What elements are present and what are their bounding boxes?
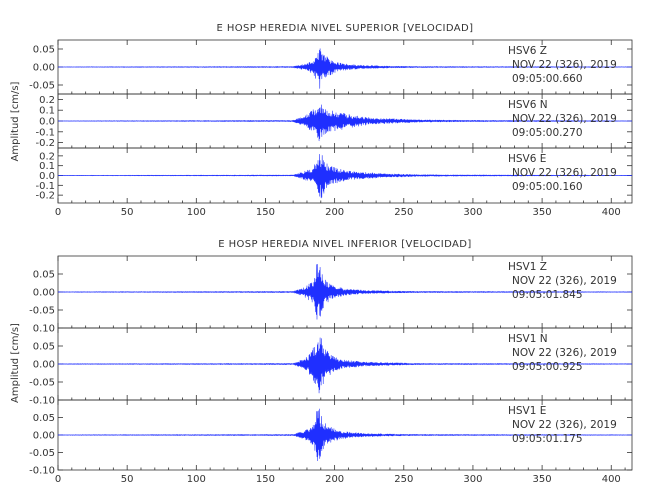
y-tick-label: -0.2 [35,191,55,202]
chart-title: E HOSP HEREDIA NIVEL SUPERIOR [VELOCIDAD… [217,23,474,34]
channel-name: HSV6 N [508,99,548,111]
y-tick-label: 0.00 [33,63,55,74]
x-tick-label: 200 [325,207,344,218]
y-tick-label: 0.0 [39,117,55,128]
x-tick-label: 300 [463,474,482,485]
channel-time: 09:05:00.925 [512,361,583,373]
y-tick-label: 0.05 [33,342,55,353]
channel-name: HSV6 E [508,153,546,165]
panel-hsv6-z: -0.05 0.00 0.05 HSV6 Z NOV 22 (326), 2019 09:… [29,39,633,95]
x-tick-label: 150 [256,474,275,485]
y-tick-label: 0.05 [33,270,55,281]
x-tick-label: 100 [187,207,206,218]
y-axis-label: Amplitud [cm/s] [10,81,21,161]
panel-hsv1-n: -0.10 -0.05 0.00 0.05 0.10 HSV1 N NOV 22 (326)… [29,324,633,407]
y-tick-label: -0.1 [35,127,55,138]
channel-date: NOV 22 (326), 2019 [512,275,617,287]
channel-time: 09:05:00.660 [512,73,583,85]
channel-date: NOV 22 (326), 2019 [512,167,617,179]
y-tick-label: 0.1 [39,161,55,172]
channel-date: NOV 22 (326), 2019 [512,113,617,125]
channel-time: 09:05:00.160 [512,181,583,193]
channel-name: HSV1 E [508,405,546,417]
y-tick-label: -0.10 [29,396,55,407]
panel-hsv1-z: -0.05 0.00 0.05 HSV1 Z NOV 22 (326), 2019 09:… [29,255,633,329]
x-tick-label: 50 [121,474,134,485]
channel-time: 09:05:01.845 [512,289,583,301]
y-tick-label: 0.00 [33,288,55,299]
y-tick-label: 0.2 [39,95,55,106]
x-tick-label: 0 [55,207,61,218]
y-tick-label: 0.05 [33,45,55,56]
x-tick-label: 350 [533,474,552,485]
panel-hsv1-e: -0.10 -0.05 0.00 0.05 HSV1 E NOV 22 (326), 20… [29,399,633,477]
waveform-trace [57,153,633,199]
x-tick-label: 400 [602,207,621,218]
y-tick-label: 0.00 [33,431,55,442]
channel-time: 09:05:01.175 [512,433,583,445]
channel-date: NOV 22 (326), 2019 [512,419,617,431]
channel-name: HSV1 N [508,333,548,345]
x-tick-label: 100 [187,474,206,485]
y-axis-label: Amplitud [cm/s] [10,323,21,403]
y-tick-label: 0.00 [33,360,55,371]
y-tick-label: 0.1 [39,106,55,117]
waveform-trace [57,408,633,462]
x-tick-label: 250 [394,207,413,218]
y-tick-label: -0.05 [29,81,55,92]
channel-name: HSV6 Z [508,45,547,57]
y-tick-label: -0.2 [35,138,55,149]
chart-1: E HOSP HEREDIA NIVEL SUPERIOR [VELOCIDAD… [10,23,633,218]
channel-time: 09:05:00.270 [512,127,583,139]
y-tick-label: -0.05 [29,306,55,317]
chart-title: E HOSP HEREDIA NIVEL INFERIOR [VELOCIDAD… [218,239,471,250]
x-tick-label: 200 [325,474,344,485]
y-tick-label: 0.10 [33,324,55,335]
x-tick-label: 50 [121,207,134,218]
y-tick-label: -0.05 [29,378,55,389]
panel-hsv6-n: -0.2-0.10.00.10.2 HSV6 N NOV 22 (326), 201… [35,93,633,149]
x-tick-label: 300 [463,207,482,218]
y-tick-label: 0.05 [33,413,55,424]
y-tick-label: -0.10 [29,466,55,477]
waveform-trace [57,264,633,320]
y-tick-label: -0.1 [35,181,55,192]
chart-2: E HOSP HEREDIA NIVEL INFERIOR [VELOCIDAD… [10,239,633,485]
channel-date: NOV 22 (326), 2019 [512,59,617,71]
x-tick-label: 250 [394,474,413,485]
x-tick-label: 150 [256,207,275,218]
x-tick-label: 400 [602,474,621,485]
y-tick-label: -0.05 [29,448,55,459]
y-tick-label: 0.2 [39,151,55,162]
y-tick-label: 0.0 [39,171,55,182]
waveform-trace [57,337,633,394]
waveform-trace [57,104,633,142]
x-tick-label: 350 [533,207,552,218]
waveform-trace [57,48,633,89]
channel-date: NOV 22 (326), 2019 [512,347,617,359]
x-tick-label: 0 [55,474,61,485]
channel-name: HSV1 Z [508,261,547,273]
panel-hsv6-e: -0.2-0.10.00.10.2 HSV6 E NOV 22 (326), 201… [35,147,633,204]
